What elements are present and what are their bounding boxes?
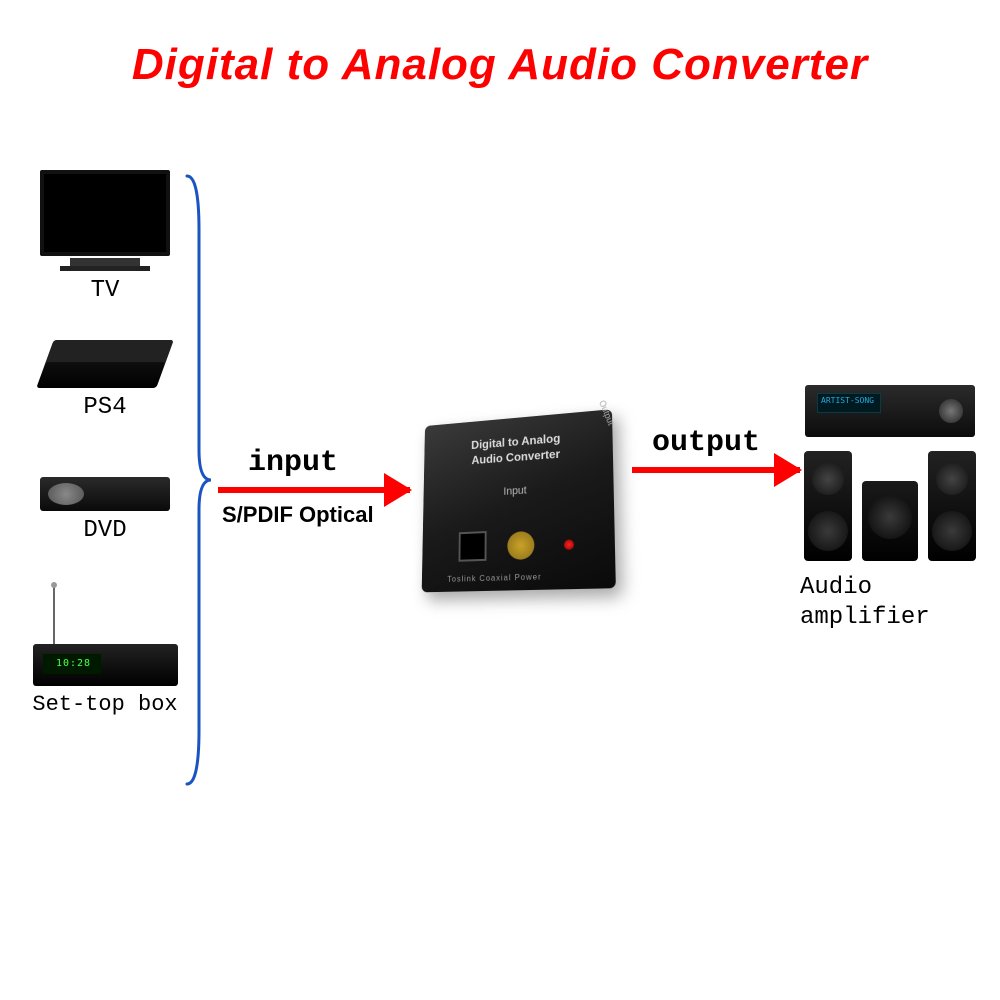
page-title: Digital to Analog Audio Converter xyxy=(0,40,1000,90)
tv-device: TV xyxy=(25,170,185,304)
input-arrow-line xyxy=(218,487,410,493)
ps4-device: PS4 xyxy=(25,340,185,421)
output-device-label: Audio amplifier xyxy=(800,573,980,633)
stb-device: 10:28 Set-top box xyxy=(25,626,185,717)
stb-icon: 10:28 xyxy=(33,644,178,686)
dvd-icon xyxy=(40,477,170,511)
output-arrow-head-icon xyxy=(774,453,802,487)
sources-bracket xyxy=(185,170,213,790)
speaker-right-icon xyxy=(928,451,976,561)
input-arrow xyxy=(218,487,410,493)
output-devices-column: ARTIST-SONG Audio amplifier xyxy=(800,385,980,633)
optical-port-icon xyxy=(459,531,487,562)
output-label-line1: Audio xyxy=(800,574,872,601)
speaker-left-icon xyxy=(804,451,852,561)
tv-label: TV xyxy=(25,277,185,304)
amplifier-icon: ARTIST-SONG xyxy=(805,385,975,437)
converter-top-text: Digital to Analog Audio Converter xyxy=(424,427,613,472)
converter-output-label: Output xyxy=(597,399,616,427)
tv-stand xyxy=(70,258,140,266)
converter-device: Digital to Analog Audio Converter Input … xyxy=(422,409,616,592)
amplifier-knob-icon xyxy=(939,399,963,423)
stb-label: Set-top box xyxy=(25,692,185,717)
output-label: output xyxy=(652,426,760,460)
speakers-group xyxy=(800,451,980,561)
ps4-label: PS4 xyxy=(25,394,185,421)
tv-icon xyxy=(40,170,170,256)
subwoofer-icon xyxy=(862,481,918,561)
dvd-label: DVD xyxy=(25,517,185,544)
power-led-icon xyxy=(564,539,574,550)
stb-display: 10:28 xyxy=(43,654,101,674)
output-arrow xyxy=(632,467,800,473)
dvd-device: DVD xyxy=(25,477,185,544)
converter-input-label: Input xyxy=(423,479,613,502)
stb-antenna-icon xyxy=(53,584,55,644)
input-arrow-head-icon xyxy=(384,473,412,507)
source-devices-column: TV PS4 DVD 10:28 Set-top box xyxy=(25,170,185,747)
amplifier-display: ARTIST-SONG xyxy=(821,396,874,405)
coaxial-port-icon xyxy=(507,531,534,560)
input-label: input xyxy=(248,446,338,480)
ps4-icon xyxy=(36,340,173,388)
tv-base xyxy=(60,266,150,271)
input-sublabel: S/PDIF Optical xyxy=(222,502,374,528)
converter-port-labels: Toslink Coaxial Power xyxy=(447,572,541,584)
output-label-line2: amplifier xyxy=(800,604,930,631)
